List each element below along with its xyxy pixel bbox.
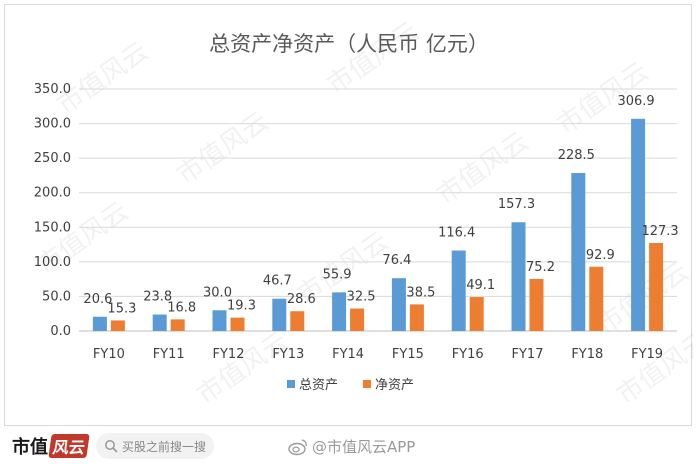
footer-bar: 市值 风云 买股之前搜一搜 微博 @市值风云APP	[0, 428, 700, 466]
data-label-total-assets: 76.4	[382, 253, 411, 268]
bar-net-assets	[469, 297, 484, 331]
data-label-net-assets: 75.2	[526, 260, 555, 275]
data-label-total-assets: 23.8	[143, 290, 172, 305]
y-tick-label: 200.0	[34, 186, 71, 201]
brand-logo[interactable]: 市值 风云	[12, 434, 90, 458]
data-label-net-assets: 32.5	[347, 290, 376, 305]
bars	[92, 118, 664, 331]
data-label-net-assets: 92.9	[586, 248, 615, 263]
y-tick-label: 350.0	[34, 82, 71, 97]
bar-net-assets	[110, 320, 125, 331]
bar-net-assets	[409, 304, 424, 331]
bar-total-assets	[152, 314, 167, 331]
data-label-net-assets: 19.3	[227, 299, 256, 314]
bar-net-assets	[589, 266, 604, 331]
data-label-total-assets: 116.4	[438, 226, 475, 241]
bar-total-assets	[571, 173, 586, 331]
search-icon	[105, 440, 118, 453]
y-tick-label: 150.0	[34, 220, 71, 235]
bar-net-assets	[649, 242, 664, 331]
x-tick-label: FY16	[452, 347, 484, 362]
bar-total-assets	[332, 292, 347, 331]
data-label-net-assets: 49.1	[466, 278, 495, 293]
watermark-text: 市值风云	[52, 36, 154, 120]
brand-logo-main: 市值	[12, 437, 48, 458]
data-label-total-assets: 55.9	[323, 267, 352, 282]
legend-label-total-assets: 总资产	[299, 378, 338, 393]
data-label-total-assets: 20.6	[83, 292, 112, 307]
legend-swatch-net-assets	[363, 380, 371, 388]
bar-total-assets	[391, 278, 406, 331]
chart-frame: 市值风云市值风云市值风云市值风云市值风云市值风云市值风云市值风云市值风云市值风云…	[4, 4, 693, 426]
legend: 总资产 净资产	[287, 378, 414, 393]
bar-net-assets	[290, 311, 305, 331]
bar-total-assets	[92, 316, 107, 331]
data-label-total-assets: 46.7	[263, 274, 292, 289]
x-tick-label: FY15	[392, 347, 424, 362]
x-tick-label: FY19	[631, 347, 663, 362]
data-label-net-assets: 15.3	[107, 301, 136, 316]
data-label-total-assets: 306.9	[617, 94, 654, 109]
x-tick-label: FY17	[512, 347, 544, 362]
y-tick-label: 300.0	[34, 117, 71, 132]
bar-total-assets	[631, 118, 646, 331]
bar-total-assets	[212, 310, 227, 331]
x-tick-label: FY13	[272, 347, 304, 362]
brand-logo-sub: 风云	[48, 434, 90, 458]
data-label-total-assets: 30.0	[203, 285, 232, 300]
x-axis-ticks: FY10 FY11 FY12 FY13 FY14 FY15 FY16 FY17 FY18 FY19	[93, 347, 663, 362]
chart-title: 总资产净资产（人民币 亿元）	[209, 32, 489, 56]
legend-swatch-total-assets	[287, 380, 295, 388]
watermark-text: 市值风云	[612, 326, 693, 410]
data-label-net-assets: 127.3	[641, 224, 678, 239]
search-box[interactable]: 买股之前搜一搜	[96, 433, 214, 459]
watermark-text: 市值风云	[172, 106, 274, 190]
search-placeholder: 买股之前搜一搜	[122, 439, 207, 454]
x-tick-label: FY12	[213, 347, 245, 362]
y-tick-label: 0.0	[50, 324, 71, 339]
bar-net-assets	[230, 317, 245, 331]
bar-net-assets	[350, 308, 365, 331]
bar-chart: 市值风云市值风云市值风云市值风云市值风云市值风云市值风云市值风云市值风云市值风云…	[32, 16, 693, 410]
weibo-icon	[288, 438, 307, 455]
watermark-text: 市值风云	[192, 326, 294, 410]
y-tick-label: 100.0	[34, 255, 71, 270]
y-axis-ticks: 0.0 50.0 100.0 150.0 200.0 250.0 300.0 350.0	[34, 82, 71, 339]
y-tick-label: 50.0	[42, 289, 71, 304]
legend-label-net-assets: 净资产	[375, 378, 414, 393]
weibo-account: @市值风云APP	[312, 438, 416, 456]
data-label-total-assets: 228.5	[558, 148, 595, 163]
weibo-watermark: 微博 @市值风云APP	[288, 436, 415, 457]
bar-total-assets	[451, 250, 466, 331]
data-label-net-assets: 38.5	[406, 285, 435, 300]
x-tick-label: FY18	[571, 347, 603, 362]
x-tick-label: FY10	[93, 347, 125, 362]
x-tick-label: FY14	[332, 347, 364, 362]
bar-net-assets	[170, 319, 185, 331]
bar-total-assets	[272, 298, 287, 331]
data-labels: 20.615.3 23.816.8 30.019.3 46.7 28.6 55.9 32.5…	[83, 94, 678, 317]
data-label-total-assets: 157.3	[498, 197, 535, 212]
watermark-text: 市值风云	[322, 16, 424, 100]
y-tick-label: 250.0	[34, 151, 71, 166]
bar-net-assets	[529, 279, 544, 331]
x-tick-label: FY11	[153, 347, 185, 362]
data-label-net-assets: 16.8	[167, 300, 196, 315]
bar-total-assets	[511, 222, 526, 331]
data-label-net-assets: 28.6	[287, 292, 316, 307]
